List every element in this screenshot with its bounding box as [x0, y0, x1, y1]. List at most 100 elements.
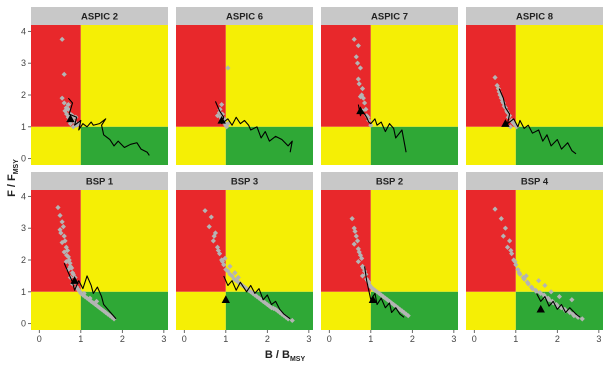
data-point — [495, 86, 501, 92]
panel-title: ASPIC 6 — [226, 12, 263, 23]
data-point — [545, 295, 551, 301]
data-point — [382, 295, 388, 301]
data-point — [61, 100, 67, 106]
quadrant-green — [370, 126, 458, 165]
data-point — [365, 114, 371, 120]
data-point — [59, 36, 65, 42]
data-point — [355, 258, 361, 265]
data-point — [354, 60, 361, 66]
data-point — [361, 100, 368, 106]
data-point — [279, 311, 285, 317]
data-point — [359, 92, 365, 98]
quadrant-yellow-bottom — [321, 291, 371, 330]
data-point — [370, 286, 376, 292]
quadrant-yellow-top — [515, 25, 603, 127]
data-point — [64, 247, 71, 254]
quadrant-red — [176, 25, 226, 127]
trajectory-line — [536, 293, 581, 318]
data-point — [384, 297, 391, 303]
data-point — [59, 95, 65, 101]
data-point — [523, 273, 529, 279]
data-point — [501, 103, 507, 109]
data-point — [275, 308, 281, 314]
data-point — [367, 282, 373, 289]
data-point — [515, 266, 521, 273]
data-point — [231, 276, 237, 282]
quadrant-yellow-top — [370, 25, 458, 127]
y-tick-label: 4 — [21, 191, 26, 201]
data-point — [268, 305, 275, 311]
data-point — [77, 289, 83, 295]
data-point — [266, 303, 273, 309]
quadrant-yellow-bottom — [31, 291, 81, 330]
x-tick-label: 2 — [265, 334, 270, 344]
data-point — [208, 214, 214, 220]
data-point — [221, 262, 227, 268]
data-point — [206, 223, 212, 230]
data-point — [105, 311, 111, 317]
data-point — [111, 316, 117, 322]
data-point — [395, 305, 401, 311]
data-point — [498, 95, 504, 101]
x-tick-label: 0 — [182, 334, 187, 344]
data-point — [359, 273, 366, 279]
triangle-marker — [356, 106, 365, 115]
quadrant-yellow-top — [225, 25, 313, 127]
quadrant-red — [31, 25, 81, 127]
data-point — [233, 278, 239, 284]
data-point — [403, 311, 409, 317]
panel-title: BSP 2 — [376, 177, 403, 188]
panel-strip — [31, 172, 168, 190]
data-point — [516, 270, 522, 276]
data-point — [542, 282, 548, 289]
data-point — [202, 208, 208, 214]
triangle-marker — [66, 114, 75, 123]
x-axis-title: B / BMSY — [265, 349, 306, 363]
data-point — [513, 262, 519, 268]
data-point — [109, 314, 115, 320]
data-point — [504, 244, 511, 250]
axis-titles: B / BMSY F / FMSY — [6, 159, 305, 363]
data-point — [549, 298, 555, 304]
data-point — [64, 111, 70, 117]
panel: BSP 2 0 1 2 3 — [321, 172, 458, 344]
quadrant-yellow-top — [225, 190, 313, 292]
data-point — [353, 233, 359, 239]
triangle-marker — [368, 295, 378, 303]
x-tick-label: 3 — [596, 334, 601, 344]
data-point — [283, 314, 289, 320]
x-tick-label: 3 — [161, 334, 166, 344]
data-point — [289, 317, 295, 324]
data-point — [359, 86, 366, 92]
data-point — [227, 263, 233, 269]
quadrant-yellow-bottom — [466, 126, 516, 165]
triangle-marker — [217, 115, 226, 124]
panel: ASPIC 6 — [176, 7, 313, 165]
data-point — [368, 122, 374, 128]
data-point — [101, 308, 107, 314]
data-point — [391, 301, 397, 308]
data-point — [502, 225, 509, 231]
data-point — [93, 298, 100, 304]
panel: ASPIC 8 — [466, 7, 603, 165]
data-point — [232, 270, 238, 276]
data-point — [76, 287, 82, 293]
y-tick-label: 4 — [21, 26, 26, 36]
data-point — [356, 81, 362, 87]
quadrant-yellow-bottom — [466, 291, 516, 330]
y-tick-label: 1 — [21, 287, 26, 297]
panel: BSP 4 0 1 2 3 — [466, 172, 603, 344]
y-tick-label: 3 — [21, 223, 26, 233]
data-point — [570, 311, 576, 317]
quadrant-yellow-bottom — [176, 291, 226, 330]
data-point — [492, 74, 498, 81]
data-point — [548, 289, 554, 295]
data-point — [507, 124, 514, 130]
data-point — [61, 71, 67, 77]
data-point — [262, 300, 268, 306]
x-tick-label: 1 — [223, 334, 228, 344]
data-point — [69, 265, 75, 271]
data-point — [225, 268, 231, 274]
trajectory-line — [63, 262, 117, 320]
panel: BSP 1 0 1 2 3 0 1 2 3 4 — [21, 172, 168, 344]
